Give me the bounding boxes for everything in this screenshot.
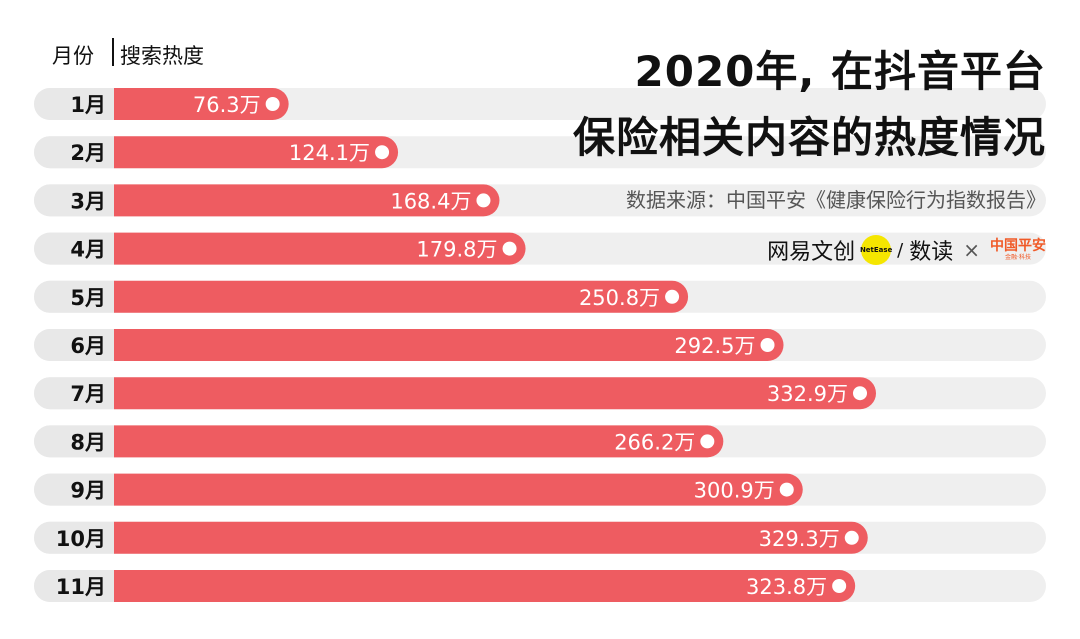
month-pill [34,521,130,554]
pingan-logo-subtext: 金融·科技 [1005,253,1031,261]
value-label: 124.1万 [289,141,370,165]
chart-title-line2: 保险相关内容的热度情况 [572,113,1046,162]
netease-en-text: NetEase [859,246,893,254]
bar-end-dot [832,579,847,593]
chart-title-line1: 2020年, 在抖音平台 [634,47,1046,96]
bar [114,570,856,602]
value-label: 329.3万 [759,527,840,551]
bar-end-dot [853,386,867,401]
month-pill [34,232,130,265]
value-label: 300.9万 [694,479,775,503]
bar [114,184,500,217]
value-label: 250.8万 [579,286,660,310]
month-pill [34,570,130,602]
month-label: 10月 [56,527,106,551]
month-label: 2月 [70,141,106,165]
bar [114,280,689,313]
bar-track [34,88,1046,120]
bar-end-dot [476,193,491,208]
bar [114,473,803,506]
netease-logo-text: 网易文创 [767,240,856,265]
month-label: 6月 [70,334,106,358]
header-separator [112,38,114,66]
logo-slash: / [897,239,904,261]
bar-end-dot [760,338,775,352]
month-label: 3月 [70,189,106,213]
bar [114,521,868,554]
month-label: 8月 [70,430,106,454]
month-pill [34,329,130,361]
bar-end-dot [700,434,715,449]
bar [114,377,876,410]
bar [114,425,724,458]
month-pill [34,473,130,506]
netease-dot-icon: NetEase [859,235,893,265]
bar-end-dot [502,241,517,256]
month-pill [34,184,130,217]
shudu-logo-text: 数读 [909,240,954,265]
value-label: 76.3万 [193,93,261,117]
month-label: 5月 [70,286,106,310]
bar-end-dot [844,530,859,545]
month-pill [34,136,130,169]
value-label: 323.8万 [746,575,827,599]
bar [114,136,399,169]
value-label: 332.9万 [767,382,848,406]
month-label: 1月 [70,93,106,117]
bar-end-dot [375,145,390,160]
month-label: 7月 [70,382,106,406]
bar-end-dot [665,289,680,304]
value-label: 168.4万 [390,189,471,213]
value-label: 179.8万 [416,238,497,262]
month-pill [34,377,130,410]
month-label: 11月 [56,575,106,599]
month-label: 4月 [70,238,106,262]
month-column-header: 月份 [52,44,94,68]
heat-column-header: 搜索热度 [120,44,204,68]
month-pill [34,425,130,458]
month-pill [34,88,130,120]
data-source: 数据来源：中国平安《健康保险行为指数报告》 [626,188,1046,212]
month-pill [34,280,130,313]
bar [114,329,784,361]
value-label: 292.5万 [674,334,755,358]
pingan-logo-text: 中国平安 [990,237,1046,254]
times-icon: × [963,238,980,262]
bar [114,232,526,265]
bar-end-dot [779,482,794,497]
month-label: 9月 [70,479,106,503]
pingan-logo: 中国平安 金融·科技 [990,237,1046,262]
value-label: 266.2万 [614,430,695,454]
logo-row: 网易文创 NetEase / 数读 × 中国平安 金融·科技 [767,232,1046,268]
bar [114,88,289,120]
bar-end-dot [265,97,280,111]
